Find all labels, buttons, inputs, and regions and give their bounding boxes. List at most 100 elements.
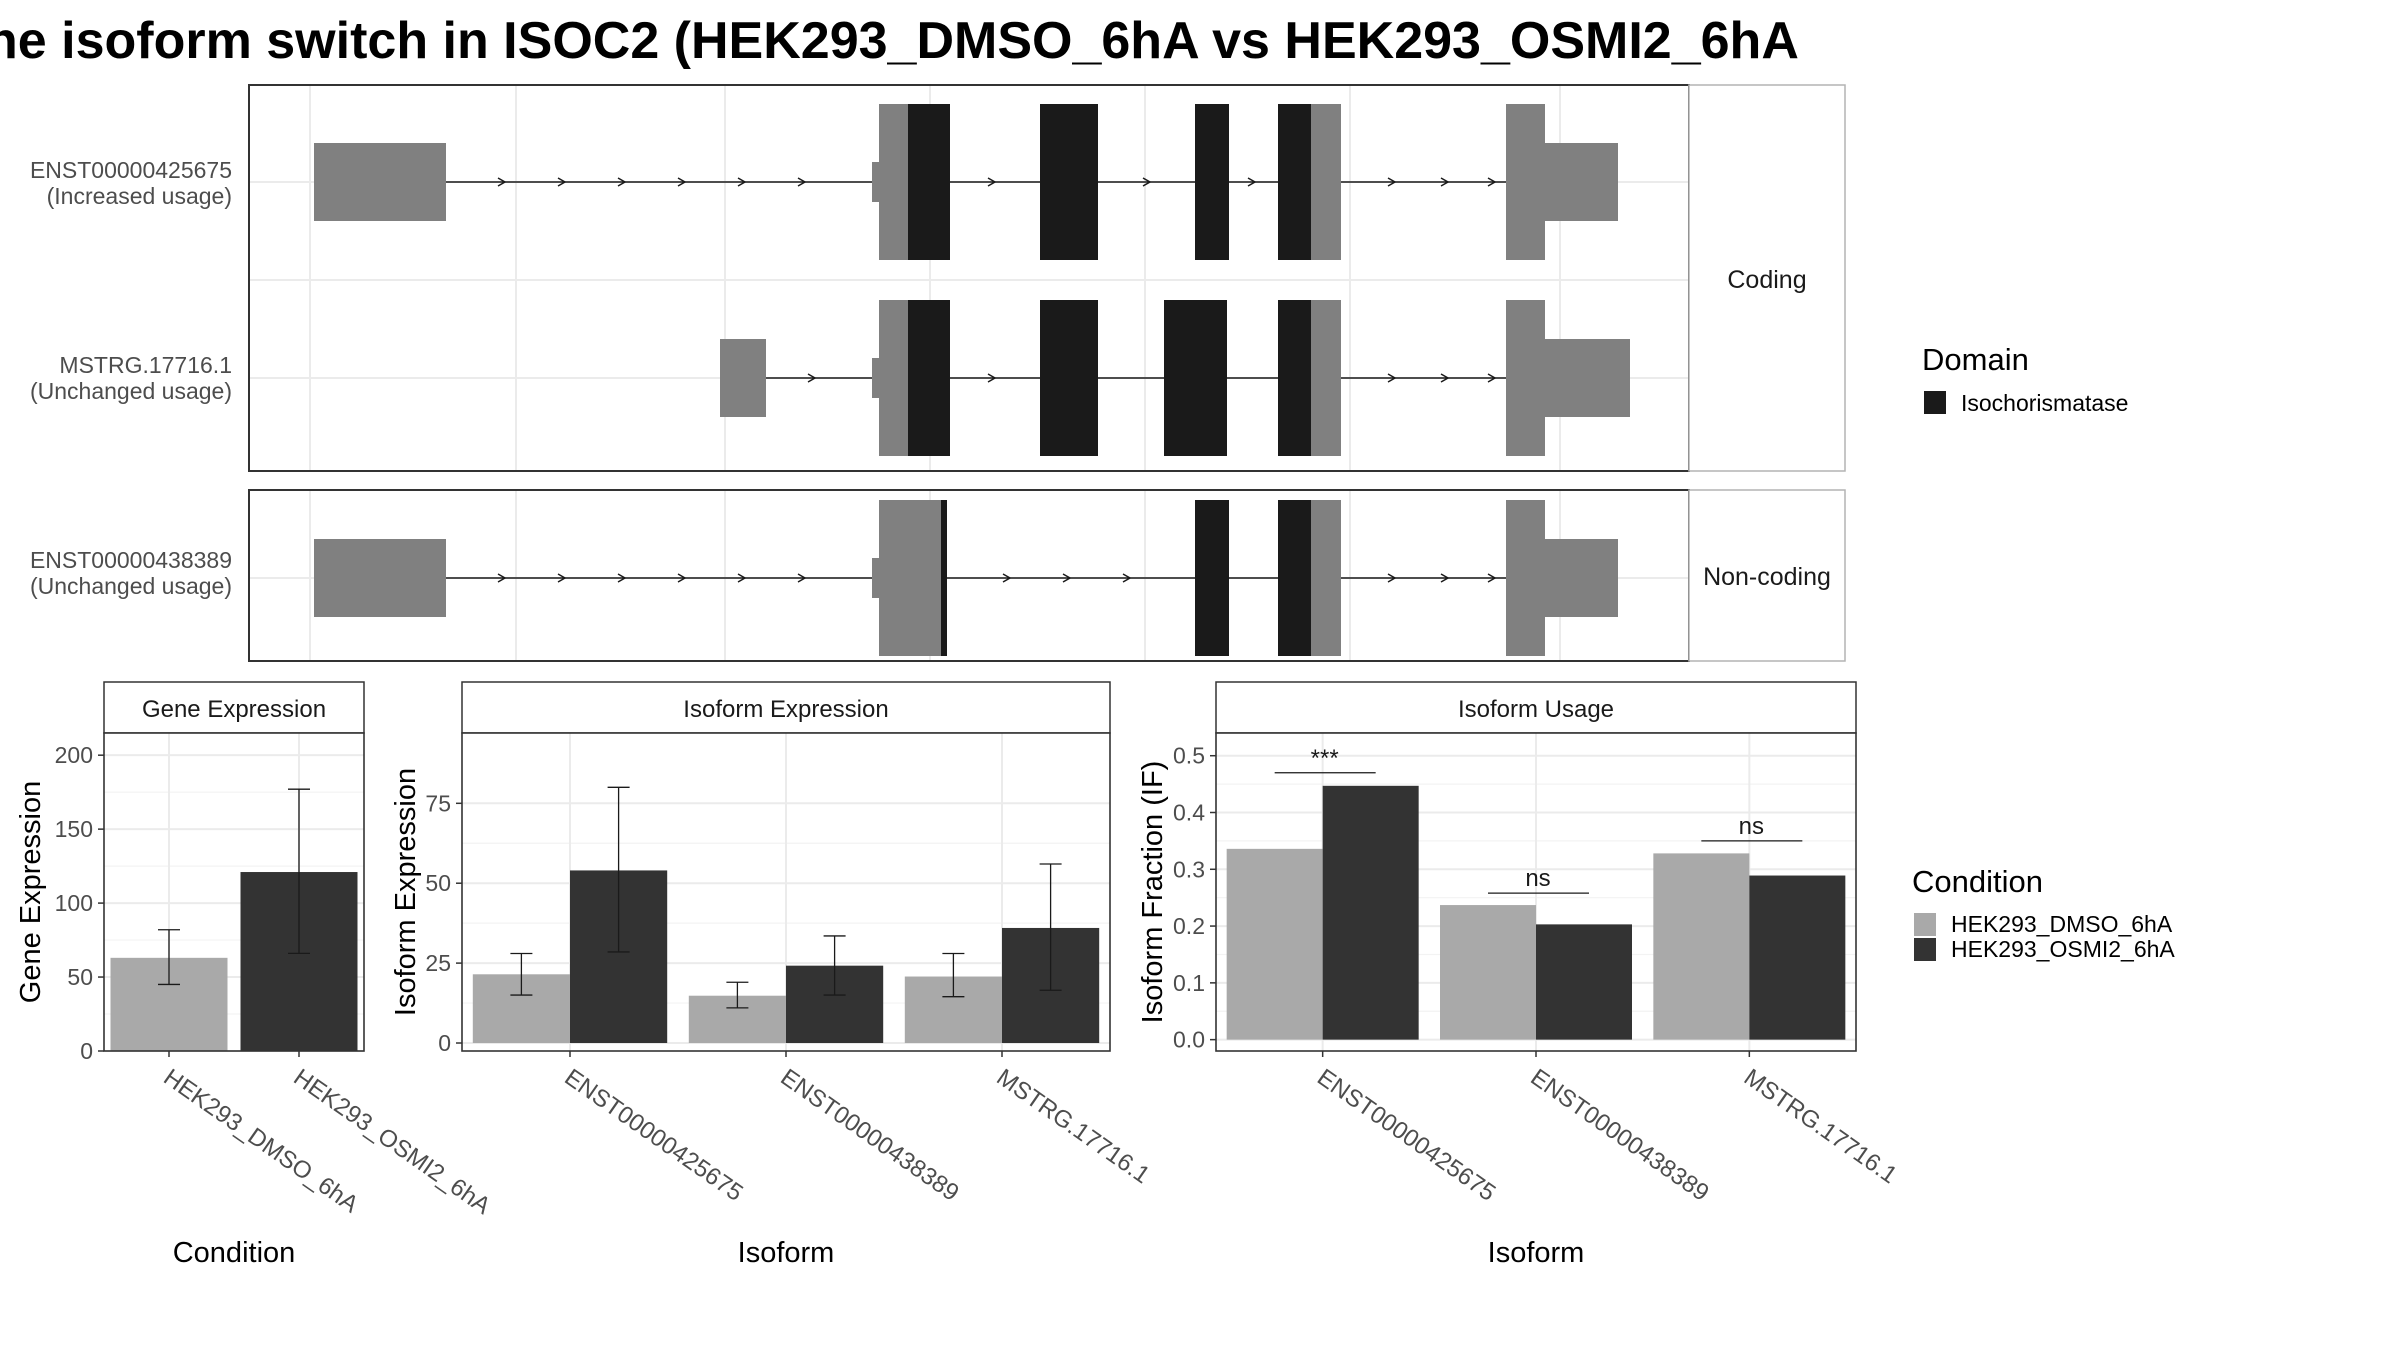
condition-legend-key-osmi2 xyxy=(1914,938,1936,961)
significance-label: ns xyxy=(1739,813,1764,840)
domain-legend-key xyxy=(1924,391,1946,414)
exon-models xyxy=(314,104,1630,656)
y-axis-title: Isoform Fraction (IF) xyxy=(1137,761,1169,1024)
facet-strip xyxy=(1215,681,1857,734)
coding-panel-border xyxy=(248,84,1690,472)
bar xyxy=(1749,875,1846,1040)
condition-legend-key-dmso xyxy=(1914,913,1936,936)
intron-arrow xyxy=(1002,573,1012,583)
y-tick-label: 0.3 xyxy=(1173,856,1205,882)
exon-utr xyxy=(1541,339,1630,417)
y-tick-label: 150 xyxy=(55,816,93,842)
y-tick-label: 0.5 xyxy=(1173,743,1205,769)
intron-arrow xyxy=(797,177,807,187)
y-tick-label: 25 xyxy=(425,950,451,976)
exon-domain xyxy=(1164,300,1227,456)
y-axis-title: Isoform Expression xyxy=(390,768,422,1016)
y-tick-label: 0.1 xyxy=(1173,970,1205,996)
transcript-label-id: MSTRG.17716.1 xyxy=(59,352,232,378)
noncoding-strip-label: Non-coding xyxy=(1703,563,1831,591)
condition-legend: Condition HEK293_DMSO_6hA HEK293_OSMI2_6… xyxy=(1912,864,2175,962)
intron-arrow xyxy=(737,177,747,187)
intron-arrow xyxy=(797,573,807,583)
exon-utr xyxy=(1306,500,1341,656)
x-axis-title: Isoform xyxy=(1488,1237,1585,1269)
facet-strip-title: Isoform Expression xyxy=(683,696,888,723)
y-tick-label: 0.2 xyxy=(1173,913,1205,939)
x-axis-title: Isoform xyxy=(738,1237,835,1269)
intron-arrow xyxy=(1440,177,1450,187)
intron-arrow xyxy=(497,177,507,187)
exon-utr xyxy=(1306,104,1341,260)
intron-arrow xyxy=(677,177,687,187)
intron-arrow xyxy=(987,373,997,383)
exon-utr xyxy=(879,300,910,456)
bar xyxy=(1226,848,1323,1040)
intron-arrow xyxy=(1247,177,1257,187)
y-tick-label: 100 xyxy=(55,890,93,916)
condition-legend-label-dmso: HEK293_DMSO_6hA xyxy=(1951,911,2173,937)
exon-utr xyxy=(1506,300,1545,456)
intron-arrow xyxy=(617,573,627,583)
intron-arrow xyxy=(677,573,687,583)
y-tick-label: 0 xyxy=(80,1038,93,1064)
bar xyxy=(1653,853,1750,1040)
exon-utr xyxy=(314,143,446,221)
plot-panel-border xyxy=(103,732,365,1052)
condition-legend-title: Condition xyxy=(1912,864,2043,899)
facet-strip-title: Gene Expression xyxy=(142,696,326,723)
exon-utr xyxy=(1506,500,1545,656)
intron-arrow xyxy=(557,177,567,187)
intron-arrow xyxy=(1487,373,1497,383)
x-axis-title: Condition xyxy=(173,1237,296,1269)
bar xyxy=(1440,905,1536,1040)
coding-strip-label: Coding xyxy=(1727,266,1806,294)
exon-utr xyxy=(879,500,945,656)
noncoding-strip-box xyxy=(1688,489,1846,662)
intron-arrow xyxy=(497,573,507,583)
y-tick-label: 0.0 xyxy=(1173,1027,1205,1053)
exon-domain xyxy=(1278,104,1311,260)
intron-arrow xyxy=(1142,177,1152,187)
exon-domain xyxy=(1040,104,1098,260)
exon-domain xyxy=(1278,500,1311,656)
transcript-label-id: ENST00000425675 xyxy=(30,157,232,183)
transcript-label-id: ENST00000438389 xyxy=(30,547,232,573)
exon-utr xyxy=(879,104,910,260)
exon-domain xyxy=(1278,300,1311,456)
figure-title: he isoform switch in ISOC2 (HEK293_DMSO_… xyxy=(0,12,1799,70)
y-axis-title: Gene Expression xyxy=(15,781,47,1003)
exon-utr xyxy=(872,162,882,202)
transcript-label-usage: (Increased usage) xyxy=(47,183,232,209)
domain-legend-label: Isochorismatase xyxy=(1961,390,2128,416)
y-tick-label: 200 xyxy=(55,742,93,768)
intron-arrow xyxy=(1440,573,1450,583)
y-tick-label: 50 xyxy=(67,964,93,990)
intron-arrow xyxy=(737,573,747,583)
exon-domain xyxy=(1040,300,1098,456)
intron-arrow xyxy=(1440,373,1450,383)
y-tick-label: 50 xyxy=(425,870,451,896)
exon-domain xyxy=(908,104,950,260)
bar xyxy=(1536,924,1632,1040)
intron-arrow xyxy=(1487,573,1497,583)
intron-arrow xyxy=(987,177,997,187)
intron-arrow xyxy=(557,573,567,583)
y-tick-label: 0 xyxy=(438,1030,451,1056)
exon-utr xyxy=(1541,143,1618,221)
exon-utr xyxy=(1541,539,1618,617)
intron-arrow xyxy=(1122,573,1132,583)
intron-arrow xyxy=(1387,373,1397,383)
intron-arrow xyxy=(1062,573,1072,583)
y-tick-label: 0.4 xyxy=(1173,800,1205,826)
exon-utr xyxy=(1506,104,1545,260)
y-tick-label: 75 xyxy=(425,790,451,816)
exon-utr xyxy=(314,539,446,617)
exon-domain xyxy=(1195,500,1229,656)
intron-arrow xyxy=(807,373,817,383)
condition-legend-label-osmi2: HEK293_OSMI2_6hA xyxy=(1951,936,2175,962)
exon-utr xyxy=(872,558,882,598)
significance-label: ns xyxy=(1525,865,1550,892)
intron-arrow xyxy=(1487,177,1497,187)
